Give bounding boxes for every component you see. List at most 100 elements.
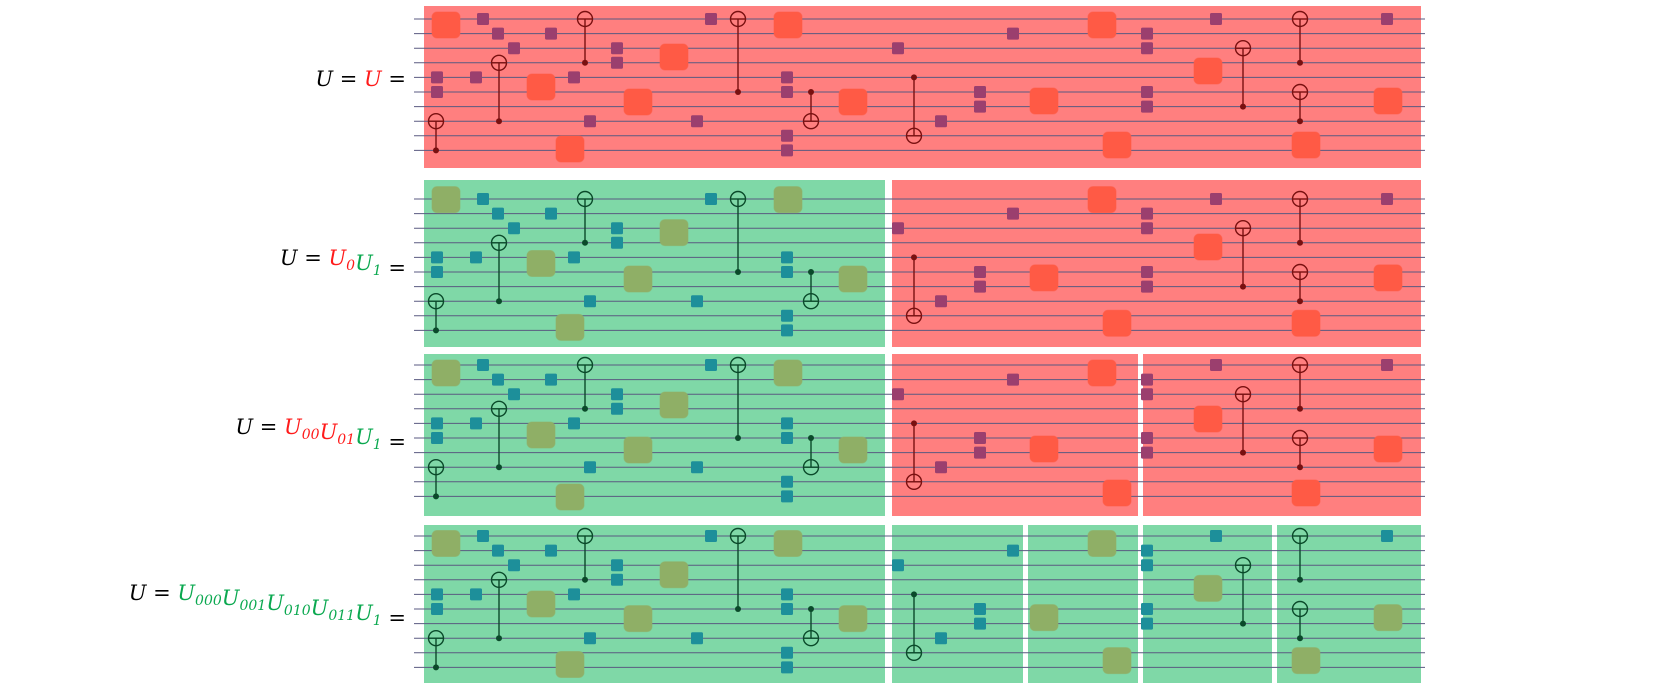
single-qubit-gate <box>781 588 793 601</box>
row-2-segment-2 <box>892 180 1421 347</box>
multi-qubit-gate-box <box>1193 57 1223 85</box>
cnot-gate <box>729 356 747 441</box>
single-qubit-gate <box>1141 603 1153 615</box>
single-qubit-gate <box>508 222 520 235</box>
single-qubit-gate <box>1210 193 1222 205</box>
single-qubit-gate <box>1381 13 1393 25</box>
single-qubit-gate <box>974 446 986 459</box>
cnot-gate <box>1291 263 1309 305</box>
cnot-gate <box>905 74 923 145</box>
single-qubit-gate <box>477 359 489 371</box>
multi-qubit-gate-box <box>526 421 556 449</box>
equation-subscript: 1 <box>373 613 382 629</box>
equation-term: = <box>253 415 284 439</box>
equation-term: U <box>266 591 285 615</box>
equation-term: = <box>382 430 406 454</box>
single-qubit-gate <box>935 115 947 128</box>
single-qubit-gate <box>781 417 793 430</box>
single-qubit-gate <box>781 324 793 337</box>
row-2-segment-1 <box>424 180 885 347</box>
single-qubit-gate <box>974 280 986 293</box>
equations-layer: U = U =U = U0U1 =U = U00U01U1 =U = U000U… <box>129 67 406 630</box>
multi-qubit-gate-box <box>1102 647 1132 675</box>
multi-qubit-gate-box <box>838 436 868 464</box>
equation-term: U <box>355 425 374 449</box>
equation-subscript: 00 <box>302 427 320 443</box>
cnot-gate <box>1291 83 1309 125</box>
row-2-equation: U = U0U1 = <box>280 246 406 280</box>
single-qubit-gate <box>705 13 717 25</box>
cnot-gate <box>729 10 747 95</box>
equation-term: U <box>315 67 334 91</box>
single-qubit-gate <box>470 251 482 264</box>
single-qubit-gate <box>1141 86 1153 98</box>
multi-qubit-gate-box <box>1087 11 1117 39</box>
equation-subscript: 001 <box>239 598 266 614</box>
multi-qubit-gate-box <box>1373 435 1403 463</box>
single-qubit-gate <box>974 266 986 278</box>
multi-qubit-gate-box <box>773 11 803 39</box>
multi-qubit-gate-box <box>659 561 689 589</box>
multi-qubit-gate-box <box>1029 87 1059 115</box>
equation-subscript: 010 <box>284 603 311 619</box>
single-qubit-gate <box>492 544 504 557</box>
single-qubit-gate <box>705 530 717 542</box>
multi-qubit-gate-box <box>1087 530 1117 558</box>
multi-qubit-gate-box <box>659 43 689 71</box>
row-3-segment-3 <box>1143 354 1421 516</box>
single-qubit-gate <box>781 475 793 488</box>
multi-qubit-gate-box <box>1102 309 1132 337</box>
single-qubit-gate <box>568 251 580 264</box>
single-qubit-gate <box>611 222 623 235</box>
multi-qubit-gate-box <box>431 359 461 387</box>
equation-term: = <box>382 67 406 91</box>
multi-qubit-gate-box <box>555 650 585 678</box>
single-qubit-gate <box>974 603 986 615</box>
cnot-gate <box>1234 557 1252 627</box>
multi-qubit-gate-box <box>1029 264 1059 292</box>
equation-term: = <box>298 246 329 270</box>
single-qubit-gate <box>1141 222 1153 235</box>
multi-qubit-gate-box <box>1087 186 1117 214</box>
single-qubit-gate <box>545 27 557 40</box>
equation-subscript: 000 <box>195 593 222 609</box>
single-qubit-gate <box>781 646 793 659</box>
cnot-gate <box>802 269 820 310</box>
multi-qubit-gate-box <box>623 265 653 293</box>
multi-qubit-gate-box <box>1291 309 1321 337</box>
equation-term: U <box>280 246 299 270</box>
equation-term: U <box>328 246 347 270</box>
multi-qubit-gate-box <box>1373 604 1403 632</box>
multi-qubit-gate-box <box>555 135 585 163</box>
multi-qubit-gate-box <box>1291 131 1321 159</box>
single-qubit-gate <box>781 661 793 674</box>
single-qubit-gate <box>1007 373 1019 386</box>
multi-qubit-gate-box <box>1291 479 1321 507</box>
single-qubit-gate <box>492 27 504 40</box>
multi-qubit-gate-box <box>555 313 585 341</box>
single-qubit-gate <box>584 461 596 474</box>
single-qubit-gate <box>492 373 504 386</box>
equation-subscript: 011 <box>328 608 355 624</box>
single-qubit-gate <box>892 222 904 235</box>
cnot-gate <box>576 527 594 583</box>
multi-qubit-gate-box <box>838 88 868 116</box>
single-qubit-gate <box>781 266 793 278</box>
equation-term: U <box>235 415 254 439</box>
multi-qubit-gate-box <box>1029 435 1059 463</box>
equation-term: = <box>382 256 406 280</box>
multi-qubit-gate-box <box>773 186 803 214</box>
equation-subscript: 01 <box>337 432 355 448</box>
equation-subscript: 1 <box>373 437 382 453</box>
cnot-gate <box>576 10 594 66</box>
equation-term: = <box>333 67 364 91</box>
single-qubit-gate <box>1141 207 1153 220</box>
row-4-equation: U = U000U001U010U011U1 = <box>129 581 406 630</box>
single-qubit-gate <box>611 56 623 69</box>
single-qubit-gate <box>584 295 596 308</box>
single-qubit-gate <box>568 417 580 430</box>
single-qubit-gate <box>584 632 596 645</box>
single-qubit-gate <box>611 559 623 572</box>
row-1-equation: U = U = <box>315 67 406 91</box>
single-qubit-gate <box>568 71 580 84</box>
